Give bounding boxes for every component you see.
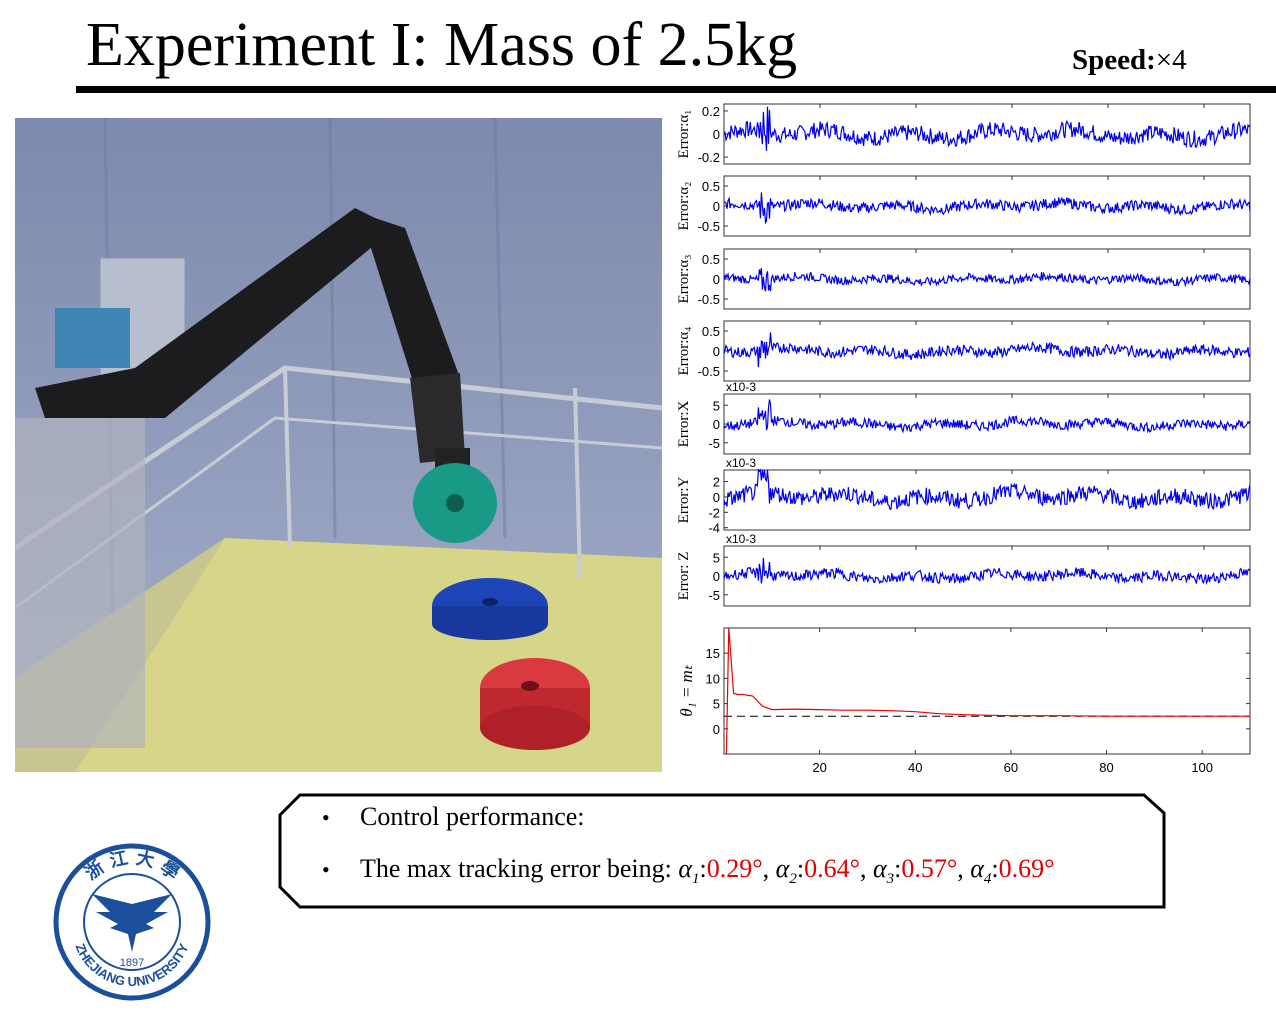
error-series-line — [723, 399, 1251, 434]
error-series-line — [723, 192, 1251, 225]
speed-label: Speed: — [1072, 44, 1156, 76]
error-series-line — [723, 557, 1251, 585]
y-axis-label: Error: Z — [676, 552, 692, 601]
eagle-icon — [92, 894, 172, 952]
plot-frame — [723, 320, 1251, 382]
bullet-max-tracking-error: The max tracking error being: α1:0.29°, … — [360, 854, 1055, 888]
error-chart-6: 20-2-4 Error:Y x10-3 — [676, 456, 1251, 536]
title-underline — [76, 86, 1276, 93]
theta-chart: 15 10 5 0 20 40 60 80 100 θ₁ = mₜ — [677, 627, 1251, 775]
y-tick-label: -0.5 — [698, 292, 720, 307]
max-error-value: 0.29° — [706, 854, 763, 883]
y-tick-label: -5 — [708, 436, 720, 451]
y-tick-label: -0.5 — [698, 364, 720, 379]
y-axis-label: Error:α₂ — [676, 182, 692, 231]
y-tick-label: -5 — [708, 588, 720, 603]
alpha-symbol: α1 — [678, 854, 700, 888]
y-tick-label: 5 — [713, 697, 720, 712]
y-tick-label: 10 — [706, 671, 720, 686]
alpha-subscript: 2 — [789, 871, 797, 888]
y-tick-label: 0 — [713, 417, 720, 432]
alpha-subscript: 4 — [983, 871, 992, 888]
speed-value: ×4 — [1155, 44, 1187, 76]
error-series-line — [723, 268, 1251, 292]
y-tick-label: 0.5 — [702, 252, 720, 267]
y-tick-label: 5 — [713, 398, 720, 413]
error-chart-1: 0.2 0 -0.2 Error:α₁ — [676, 103, 1251, 165]
y-tick-label: 0.5 — [702, 179, 720, 194]
axis-multiplier: x10-3 — [726, 532, 756, 546]
bullet-control-performance: Control performance: — [360, 802, 585, 831]
bullet-dot: • — [322, 805, 330, 830]
y-tick-label: 0 — [713, 344, 720, 359]
bullet-prefix: The max tracking error being: — [360, 854, 679, 883]
y-tick-label: 2 — [713, 475, 720, 490]
y-tick-label: 0.5 — [702, 324, 720, 339]
robot-arm-photo — [15, 118, 662, 772]
error-series-line — [723, 106, 1251, 151]
max-error-value: 0.69° — [998, 854, 1055, 883]
x-tick-label: 100 — [1191, 760, 1213, 775]
y-axis-label: Error:Y — [676, 477, 692, 524]
y-axis-label: Error:α₁ — [676, 110, 692, 159]
error-chart-4: 0.5 0 -0.5 Error:α₄ — [676, 320, 1251, 382]
y-tick-label: 0 — [713, 127, 720, 142]
error-charts: 0.2 0 -0.2 Error:α₁ 0.5 0 -0.5 Error:α₂ 0.5 0 -0.5… — [676, 103, 1251, 775]
y-tick-label: -0.2 — [698, 150, 720, 165]
x-tick-label: 40 — [908, 760, 922, 775]
alpha-symbol: α4 — [970, 854, 992, 888]
logo-year: 1897 — [120, 957, 144, 969]
y-tick-label: -2 — [708, 505, 720, 520]
axis-multiplier: x10-3 — [726, 456, 756, 470]
alpha-symbol: α3 — [872, 854, 895, 888]
plot-frame — [723, 627, 1251, 755]
y-tick-label: 0 — [713, 569, 720, 584]
bullet-dot: • — [322, 857, 330, 882]
max-error-value: 0.57° — [901, 854, 958, 883]
x-tick-label: 60 — [1004, 760, 1018, 775]
y-tick-label: -4 — [708, 521, 720, 536]
alpha-symbol: α2 — [775, 854, 797, 888]
y-axis-label: Error:α₄ — [676, 327, 692, 376]
y-tick-label: 0 — [713, 722, 720, 737]
error-chart-2: 0.5 0 -0.5 Error:α₂ — [676, 175, 1251, 237]
axis-multiplier: x10-3 — [726, 380, 756, 394]
y-tick-label: 15 — [706, 646, 720, 661]
y-tick-label: -0.5 — [698, 219, 720, 234]
x-tick-label: 80 — [1099, 760, 1113, 775]
y-tick-label: 0 — [713, 199, 720, 214]
y-tick-label: 0 — [713, 272, 720, 287]
y-tick-label: 0.2 — [702, 104, 720, 119]
theta-series-line — [725, 627, 1250, 755]
alpha-subscript: 3 — [886, 871, 895, 888]
zhejiang-university-logo: 浙 江 大 學 ZHEJIANG UNIVERSITY 1897 — [52, 842, 212, 1007]
y-tick-label: 0 — [713, 490, 720, 505]
error-series-line — [723, 332, 1251, 368]
error-chart-7: 5 0 -5 Error: Z x10-3 — [676, 532, 1251, 607]
error-series-line — [723, 468, 1251, 511]
y-tick-label: 5 — [713, 550, 720, 565]
x-tick-label: 20 — [812, 760, 826, 775]
error-chart-5: 5 0 -5 Error:X x10-3 — [676, 380, 1251, 455]
speed-indicator: Speed:×4 — [1072, 44, 1187, 77]
slide-title: Experiment I: Mass of 2.5kg — [86, 11, 798, 79]
y-axis-label: Error:X — [676, 401, 692, 448]
y-axis-label: θ₁ = mₜ — [677, 664, 696, 717]
summary-box-border — [278, 793, 1166, 909]
max-error-value: 0.64° — [804, 854, 860, 883]
y-axis-label: Error:α₃ — [676, 255, 692, 304]
error-chart-3: 0.5 0 -0.5 Error:α₃ — [676, 248, 1251, 310]
alpha-subscript: 1 — [692, 871, 700, 888]
